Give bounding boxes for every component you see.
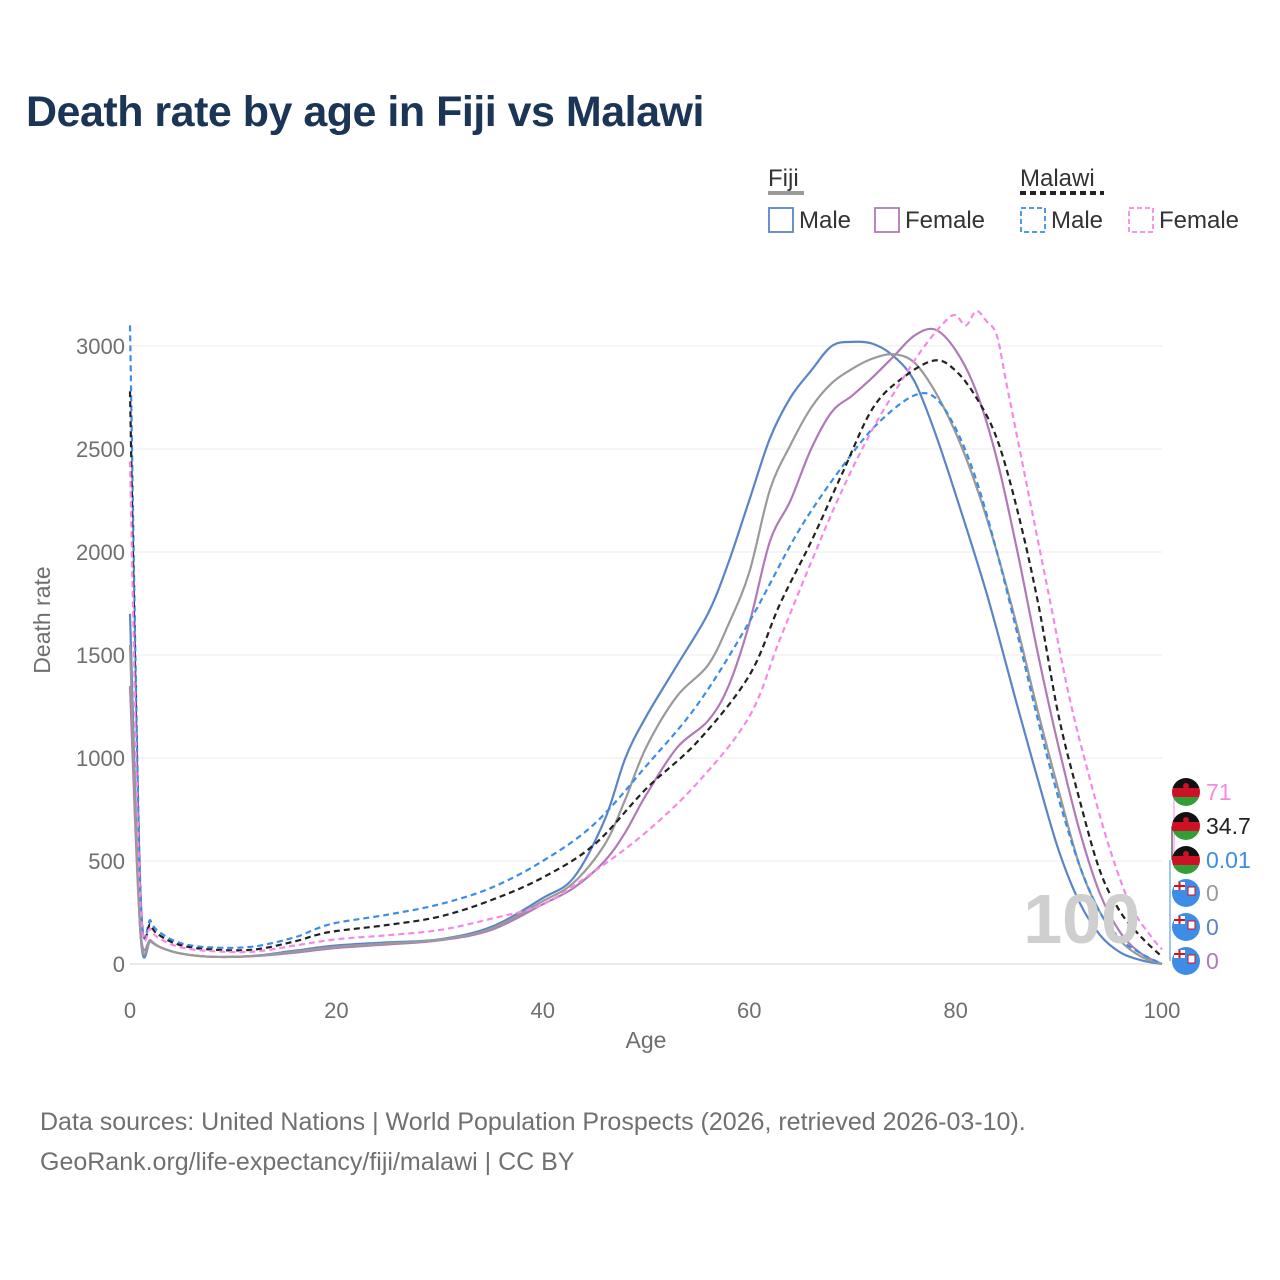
legend-group-label: Malawi [1020, 165, 1095, 192]
chart-title: Death rate by age in Fiji vs Malawi [26, 88, 704, 136]
y-axis-label: Death rate [29, 566, 55, 673]
series-line-malawi-male[interactable] [128, 325, 1163, 965]
x-tick-label: 20 [324, 998, 348, 1023]
legend-swatch[interactable] [768, 207, 794, 233]
end-label-value: 0 [1206, 914, 1219, 940]
malawi-flag-icon [1172, 846, 1200, 874]
legend-entry-label[interactable]: Female [905, 207, 985, 234]
end-label-value: 0 [1206, 880, 1219, 906]
x-tick-label: 100 [1144, 998, 1181, 1023]
y-tick-label: 3000 [76, 334, 125, 359]
legend: Fiji Malawi Male Female Male Female [768, 165, 1239, 234]
x-tick-label: 60 [737, 998, 761, 1023]
malawi-flag-icon [1172, 778, 1200, 806]
y-tick-label: 2000 [76, 540, 125, 565]
y-tick-label: 500 [88, 849, 125, 874]
series-line-fiji-male[interactable] [128, 340, 1163, 966]
x-axis-label: Age [626, 1027, 667, 1053]
series-line-fiji-both[interactable] [128, 353, 1163, 966]
series-line-malawi-both[interactable] [128, 359, 1163, 958]
source-link[interactable]: GeoRank.org/life-expectancy/fiji/malawi … [40, 1148, 575, 1176]
fiji-flag-icon [1172, 879, 1200, 907]
x-tick-label: 0 [124, 998, 136, 1023]
legend-entry-label[interactable]: Male [1051, 207, 1103, 234]
end-labels: 71 34.7 0.01 0 0 0 [1169, 778, 1251, 975]
x-tick-label: 80 [943, 998, 967, 1023]
y-tick-label: 0 [113, 952, 125, 977]
legend-swatch[interactable] [1128, 207, 1154, 233]
series-line-malawi-female[interactable] [128, 309, 1163, 954]
legend-swatch[interactable] [874, 207, 900, 233]
year-watermark: 100 [1023, 880, 1140, 958]
gridlines [130, 345, 1162, 965]
legend-swatch[interactable] [1020, 207, 1046, 233]
fiji-flag-icon [1172, 913, 1200, 941]
axes: 0 500 1000 1500 2000 2500 3000 0 20 40 60 80 100 Age D… [29, 334, 1180, 1053]
end-label-value: 34.7 [1206, 813, 1251, 839]
legend-entry-label[interactable]: Male [799, 207, 851, 234]
end-label-value: 71 [1206, 779, 1232, 805]
y-tick-label: 1500 [76, 643, 125, 668]
series-line-fiji-female[interactable] [128, 327, 1163, 965]
end-label-value: 0.01 [1206, 847, 1251, 873]
y-tick-label: 2500 [76, 437, 125, 462]
y-tick-label: 1000 [76, 746, 125, 771]
source-line: Data sources: United Nations | World Pop… [40, 1108, 1026, 1136]
fiji-flag-icon [1172, 947, 1200, 975]
series-lines [128, 309, 1163, 966]
x-tick-label: 40 [531, 998, 555, 1023]
end-label-value: 0 [1206, 948, 1219, 974]
malawi-flag-icon [1172, 812, 1200, 840]
legend-entry-label[interactable]: Female [1159, 207, 1239, 234]
legend-group-label: Fiji [768, 165, 799, 192]
